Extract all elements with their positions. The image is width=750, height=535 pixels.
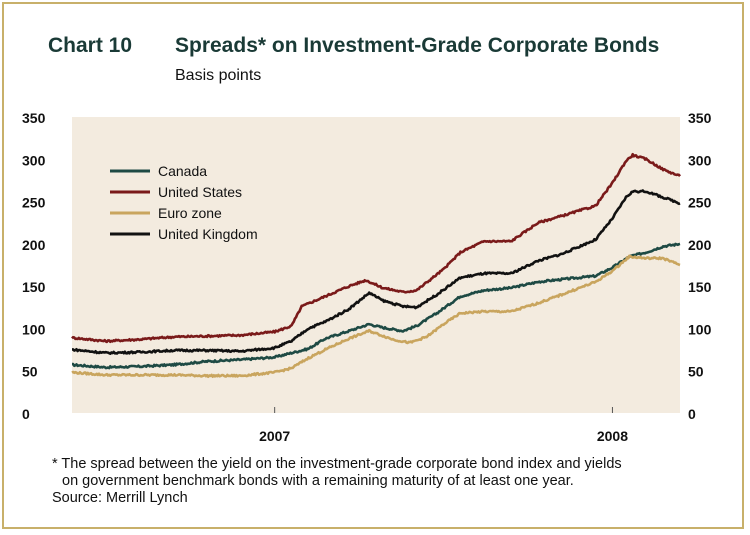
- y-tick-label-left: 200: [22, 237, 46, 253]
- legend-label-united-states: United States: [158, 184, 242, 200]
- series-line-united-kingdom: [71, 189, 681, 355]
- footnote-line-2: on government benchmark bonds with a rem…: [62, 473, 574, 489]
- chart-number: Chart 10: [48, 34, 133, 57]
- x-tick-label: 2008: [597, 428, 628, 444]
- y-tick-label-left: 250: [22, 195, 46, 211]
- y-tick-label-right: 200: [688, 237, 712, 253]
- y-tick-label-left: 350: [22, 110, 46, 126]
- y-tick-label-right: 350: [688, 110, 712, 126]
- y-tick-label-right: 100: [688, 321, 712, 337]
- legend-label-united-kingdom: United Kingdom: [158, 226, 258, 242]
- y-tick-label-right: 150: [688, 279, 712, 295]
- y-tick-label-right: 0: [688, 406, 696, 422]
- plot-area: [72, 117, 680, 413]
- y-tick-label-left: 150: [22, 279, 46, 295]
- y-tick-label-left: 50: [22, 364, 38, 380]
- chart-frame: [2, 2, 744, 529]
- y-tick-label-right: 50: [688, 364, 704, 380]
- chart-subtitle: Basis points: [175, 67, 262, 84]
- y-tick-label-left: 300: [22, 152, 46, 168]
- legend-label-canada: Canada: [158, 163, 207, 179]
- source-note: Source: Merrill Lynch: [52, 490, 188, 506]
- series-line-euro-zone: [71, 254, 681, 378]
- series-line-canada: [71, 242, 681, 370]
- legend-label-euro-zone: Euro zone: [158, 205, 222, 221]
- y-tick-label-right: 250: [688, 195, 712, 211]
- y-tick-label-left: 0: [22, 406, 30, 422]
- y-tick-label-right: 300: [688, 152, 712, 168]
- chart-title: Spreads* on Investment-Grade Corporate B…: [175, 34, 660, 57]
- footnote-line-1: * The spread between the yield on the in…: [52, 456, 622, 472]
- x-tick-label: 2007: [259, 428, 290, 444]
- y-tick-label-left: 100: [22, 321, 46, 337]
- footnote: * The spread between the yield on the in…: [52, 456, 622, 507]
- series-line-united-states: [71, 152, 681, 344]
